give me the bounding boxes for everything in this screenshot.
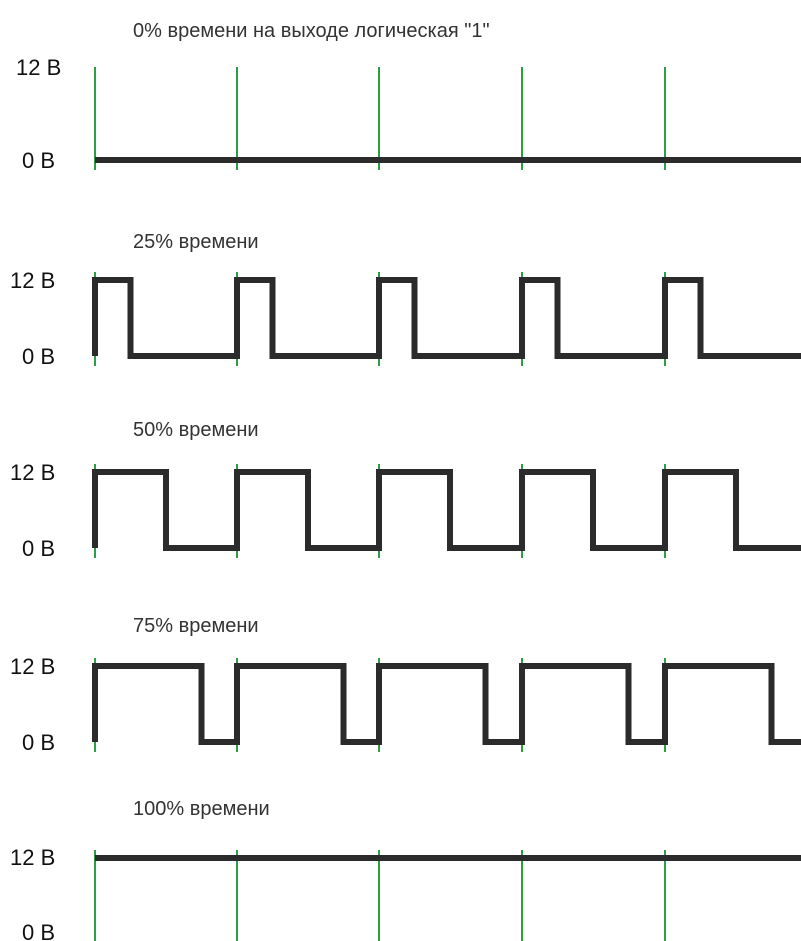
- panel-25-percent: 25% времени 12 В 0 В: [10, 231, 801, 369]
- low-voltage-label: 0 В: [22, 730, 55, 755]
- high-voltage-label: 12 В: [10, 654, 55, 679]
- low-voltage-label: 0 В: [22, 344, 55, 369]
- panel-0-percent: 0% времени на выходе логическая "1" 12 В…: [16, 20, 801, 173]
- high-voltage-label: 12 В: [10, 845, 55, 870]
- panel-title: 100% времени: [133, 798, 270, 820]
- pwm-signal-line: [95, 472, 801, 548]
- pwm-signal-line: [95, 666, 801, 742]
- pwm-signal-line: [95, 280, 801, 356]
- panel-title: 0% времени на выходе логическая "1": [133, 20, 490, 42]
- panel-50-percent: 50% времени 12 В 0 В: [10, 419, 801, 561]
- panel-title: 75% времени: [133, 615, 259, 637]
- low-voltage-label: 0 В: [22, 536, 55, 561]
- high-voltage-label: 12 В: [10, 460, 55, 485]
- panel-100-percent: 100% времени 12 В 0 В: [10, 798, 801, 941]
- high-voltage-label: 12 В: [16, 55, 61, 80]
- low-voltage-label: 0 В: [22, 148, 55, 173]
- panel-75-percent: 75% времени 12 В 0 В: [10, 615, 801, 755]
- panel-title: 25% времени: [133, 231, 259, 253]
- panel-title: 50% времени: [133, 419, 259, 441]
- low-voltage-label: 0 В: [22, 920, 55, 941]
- high-voltage-label: 12 В: [10, 268, 55, 293]
